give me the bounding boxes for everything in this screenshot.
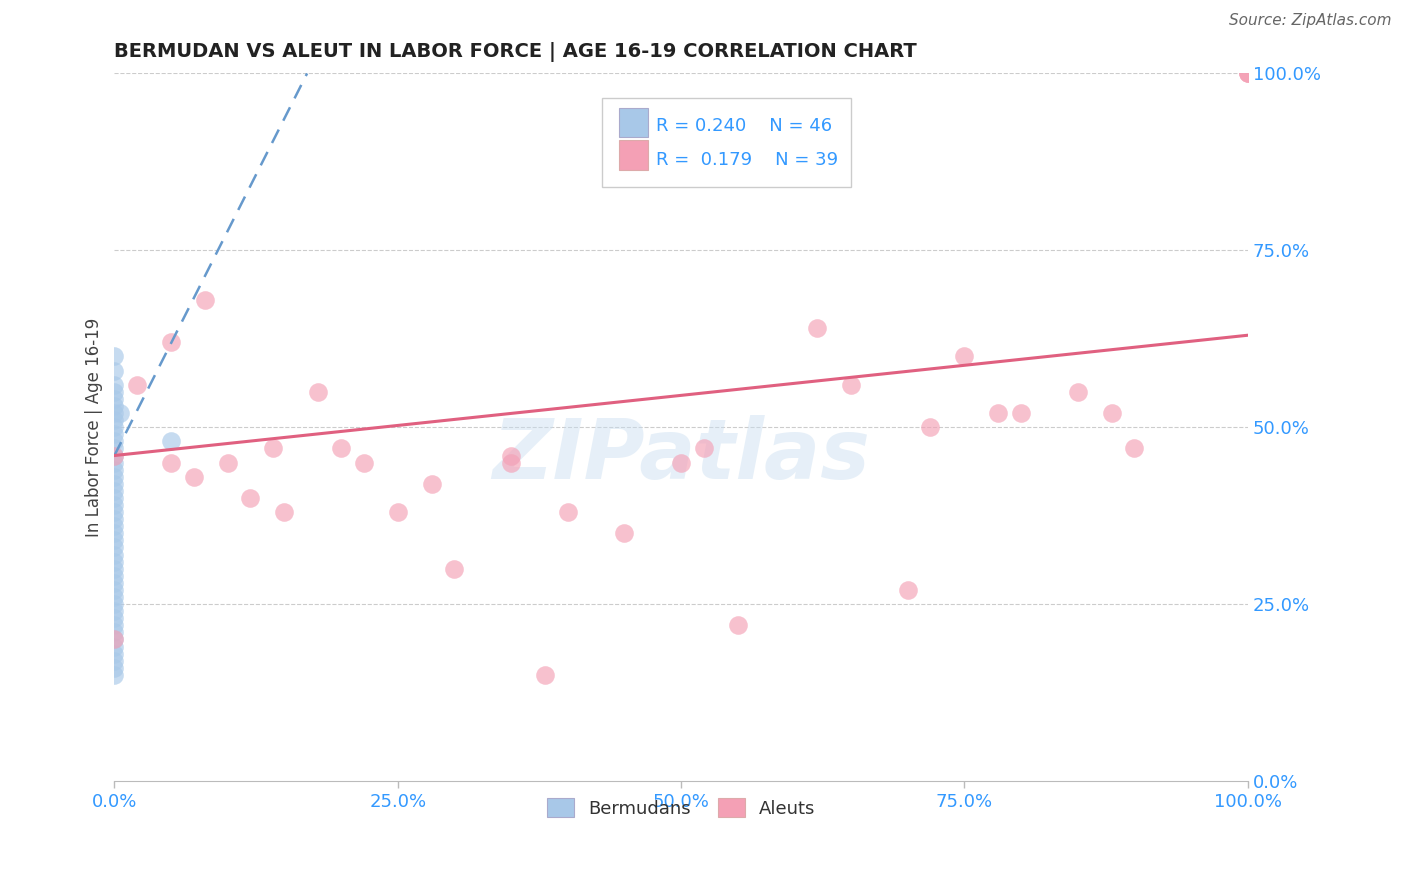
Point — [987, 406, 1010, 420]
Point — [953, 350, 976, 364]
Point — [839, 377, 862, 392]
Point — [103, 463, 125, 477]
Point — [103, 469, 125, 483]
Point — [103, 533, 125, 548]
Point — [194, 293, 217, 307]
Text: BERMUDAN VS ALEUT IN LABOR FORCE | AGE 16-19 CORRELATION CHART: BERMUDAN VS ALEUT IN LABOR FORCE | AGE 1… — [114, 42, 917, 62]
Point — [103, 569, 125, 583]
Point — [1237, 66, 1260, 80]
Point — [103, 420, 125, 434]
Y-axis label: In Labor Force | Age 16-19: In Labor Force | Age 16-19 — [86, 318, 103, 537]
Point — [103, 654, 125, 668]
Point — [1101, 406, 1123, 420]
Point — [103, 406, 125, 420]
Point — [693, 442, 716, 456]
Point — [557, 505, 579, 519]
Point — [103, 618, 125, 632]
Point — [103, 512, 125, 526]
Point — [103, 476, 125, 491]
Point — [353, 456, 375, 470]
Point — [103, 413, 125, 427]
Point — [103, 590, 125, 604]
Point — [1010, 406, 1032, 420]
Point — [160, 456, 183, 470]
Point — [103, 668, 125, 682]
Point — [806, 321, 828, 335]
Legend: Bermudans, Aleuts: Bermudans, Aleuts — [540, 791, 823, 825]
Point — [501, 449, 523, 463]
Point — [103, 449, 125, 463]
Point — [669, 456, 692, 470]
Point — [160, 434, 183, 449]
Point — [103, 491, 125, 505]
Text: Source: ZipAtlas.com: Source: ZipAtlas.com — [1229, 13, 1392, 29]
Point — [307, 384, 329, 399]
Point — [103, 640, 125, 654]
Point — [443, 562, 465, 576]
Point — [534, 668, 557, 682]
FancyBboxPatch shape — [602, 98, 851, 186]
Point — [783, 152, 806, 166]
Point — [103, 505, 125, 519]
Point — [103, 456, 125, 470]
Point — [1123, 442, 1146, 456]
Point — [103, 483, 125, 498]
Point — [330, 442, 353, 456]
Point — [103, 611, 125, 625]
Point — [103, 392, 125, 406]
Point — [103, 519, 125, 533]
Point — [239, 491, 262, 505]
Point — [103, 582, 125, 597]
Point — [160, 335, 183, 350]
Point — [103, 562, 125, 576]
Point — [420, 476, 443, 491]
Point — [103, 526, 125, 541]
Point — [103, 449, 125, 463]
Point — [273, 505, 295, 519]
Point — [183, 469, 205, 483]
Point — [727, 618, 749, 632]
Point — [103, 399, 125, 413]
Point — [217, 456, 239, 470]
Point — [103, 442, 125, 456]
Point — [920, 420, 942, 434]
Text: R =  0.179    N = 39: R = 0.179 N = 39 — [657, 152, 838, 169]
Point — [103, 498, 125, 512]
FancyBboxPatch shape — [619, 140, 648, 169]
Text: R = 0.240    N = 46: R = 0.240 N = 46 — [657, 117, 832, 136]
Point — [103, 377, 125, 392]
Text: ZIPatlas: ZIPatlas — [492, 415, 870, 496]
Point — [103, 632, 125, 647]
Point — [103, 632, 125, 647]
Point — [103, 548, 125, 562]
Point — [613, 526, 636, 541]
Point — [103, 575, 125, 590]
Point — [103, 625, 125, 640]
Point — [103, 541, 125, 555]
Point — [103, 661, 125, 675]
Point — [103, 597, 125, 611]
Point — [262, 442, 284, 456]
Point — [103, 434, 125, 449]
Point — [103, 384, 125, 399]
Point — [125, 377, 148, 392]
FancyBboxPatch shape — [619, 108, 648, 137]
Point — [1067, 384, 1090, 399]
Point — [103, 555, 125, 569]
Point — [103, 604, 125, 618]
Point — [387, 505, 409, 519]
Point — [103, 363, 125, 377]
Point — [501, 456, 523, 470]
Point — [897, 582, 920, 597]
Point — [103, 427, 125, 442]
Point — [103, 647, 125, 661]
Point — [108, 406, 131, 420]
Point — [1237, 66, 1260, 80]
Point — [103, 350, 125, 364]
Point — [1237, 66, 1260, 80]
